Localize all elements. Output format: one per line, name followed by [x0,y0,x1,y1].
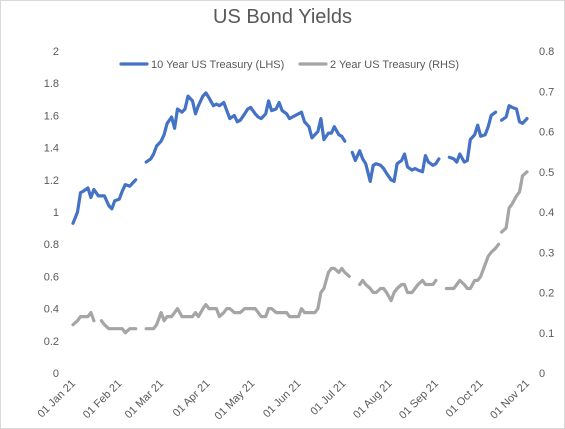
y-left-tick-label: 2 [53,46,59,58]
x-tick-label: 01 Jun 21 [261,378,304,421]
y-left-tick-label: 1.6 [44,110,59,122]
y-right-tick-label: 0.1 [539,328,554,340]
x-tick-label: 01 May 21 [213,378,258,423]
legend-label: 2 Year US Treasury (RHS) [330,59,459,71]
y-left-tick-label: 1.4 [44,143,59,155]
y-right-tick-label: 0.5 [539,167,554,179]
left-axis: 0 0.2 0.4 0.6 0.8 1 1.2 1.4 1.6 1.8 2 [44,46,59,380]
x-tick-label: 01 Sep 21 [397,378,441,422]
y-right-tick-label: 0.6 [539,127,554,139]
x-tick-label: 01 Apr 21 [171,378,213,420]
x-tick-label: 01 Mar 21 [123,378,167,422]
x-tick-label: 01 Jul 21 [308,378,348,418]
y-right-tick-label: 0.7 [539,86,554,98]
legend: 10 Year US Treasury (LHS) 2 Year US Treas… [119,59,459,71]
series-group [71,91,529,335]
x-tick-label: 01 Feb 21 [81,378,125,422]
y-left-tick-label: 0.2 [44,336,59,348]
y-right-tick-label: 0.2 [539,288,554,300]
y-right-tick-label: 0.4 [539,207,554,219]
y-left-tick-label: 1.2 [44,175,59,187]
x-tick-label: 01 Oct 21 [444,378,486,420]
y-left-tick-label: 0.4 [44,304,59,316]
y-left-tick-label: 0.8 [44,239,59,251]
x-tick-label: 01 Nov 21 [488,378,532,422]
series-line-10-year [71,91,529,225]
y-right-tick-label: 0.8 [539,46,554,58]
legend-label: 10 Year US Treasury (LHS) [151,59,284,71]
y-left-tick-label: 1 [53,207,59,219]
x-tick-label: 01 Jan 21 [35,378,78,421]
right-axis: 0 0.1 0.2 0.3 0.4 0.5 0.6 0.7 0.8 [539,46,554,380]
y-right-tick-label: 0.3 [539,247,554,259]
y-left-tick-label: 0.6 [44,271,59,283]
chart-title: US Bond Yields [213,6,352,28]
y-left-tick-label: 1.8 [44,78,59,90]
series-line-2-year [71,170,529,335]
x-tick-label: 01 Aug 21 [351,378,395,422]
y-right-tick-label: 0 [539,368,545,380]
y-left-tick-label: 0 [53,368,59,380]
